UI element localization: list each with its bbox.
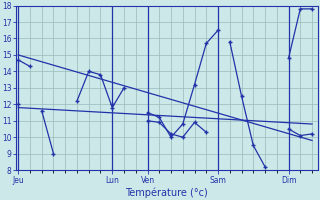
X-axis label: Température (°c): Température (°c) xyxy=(125,187,208,198)
